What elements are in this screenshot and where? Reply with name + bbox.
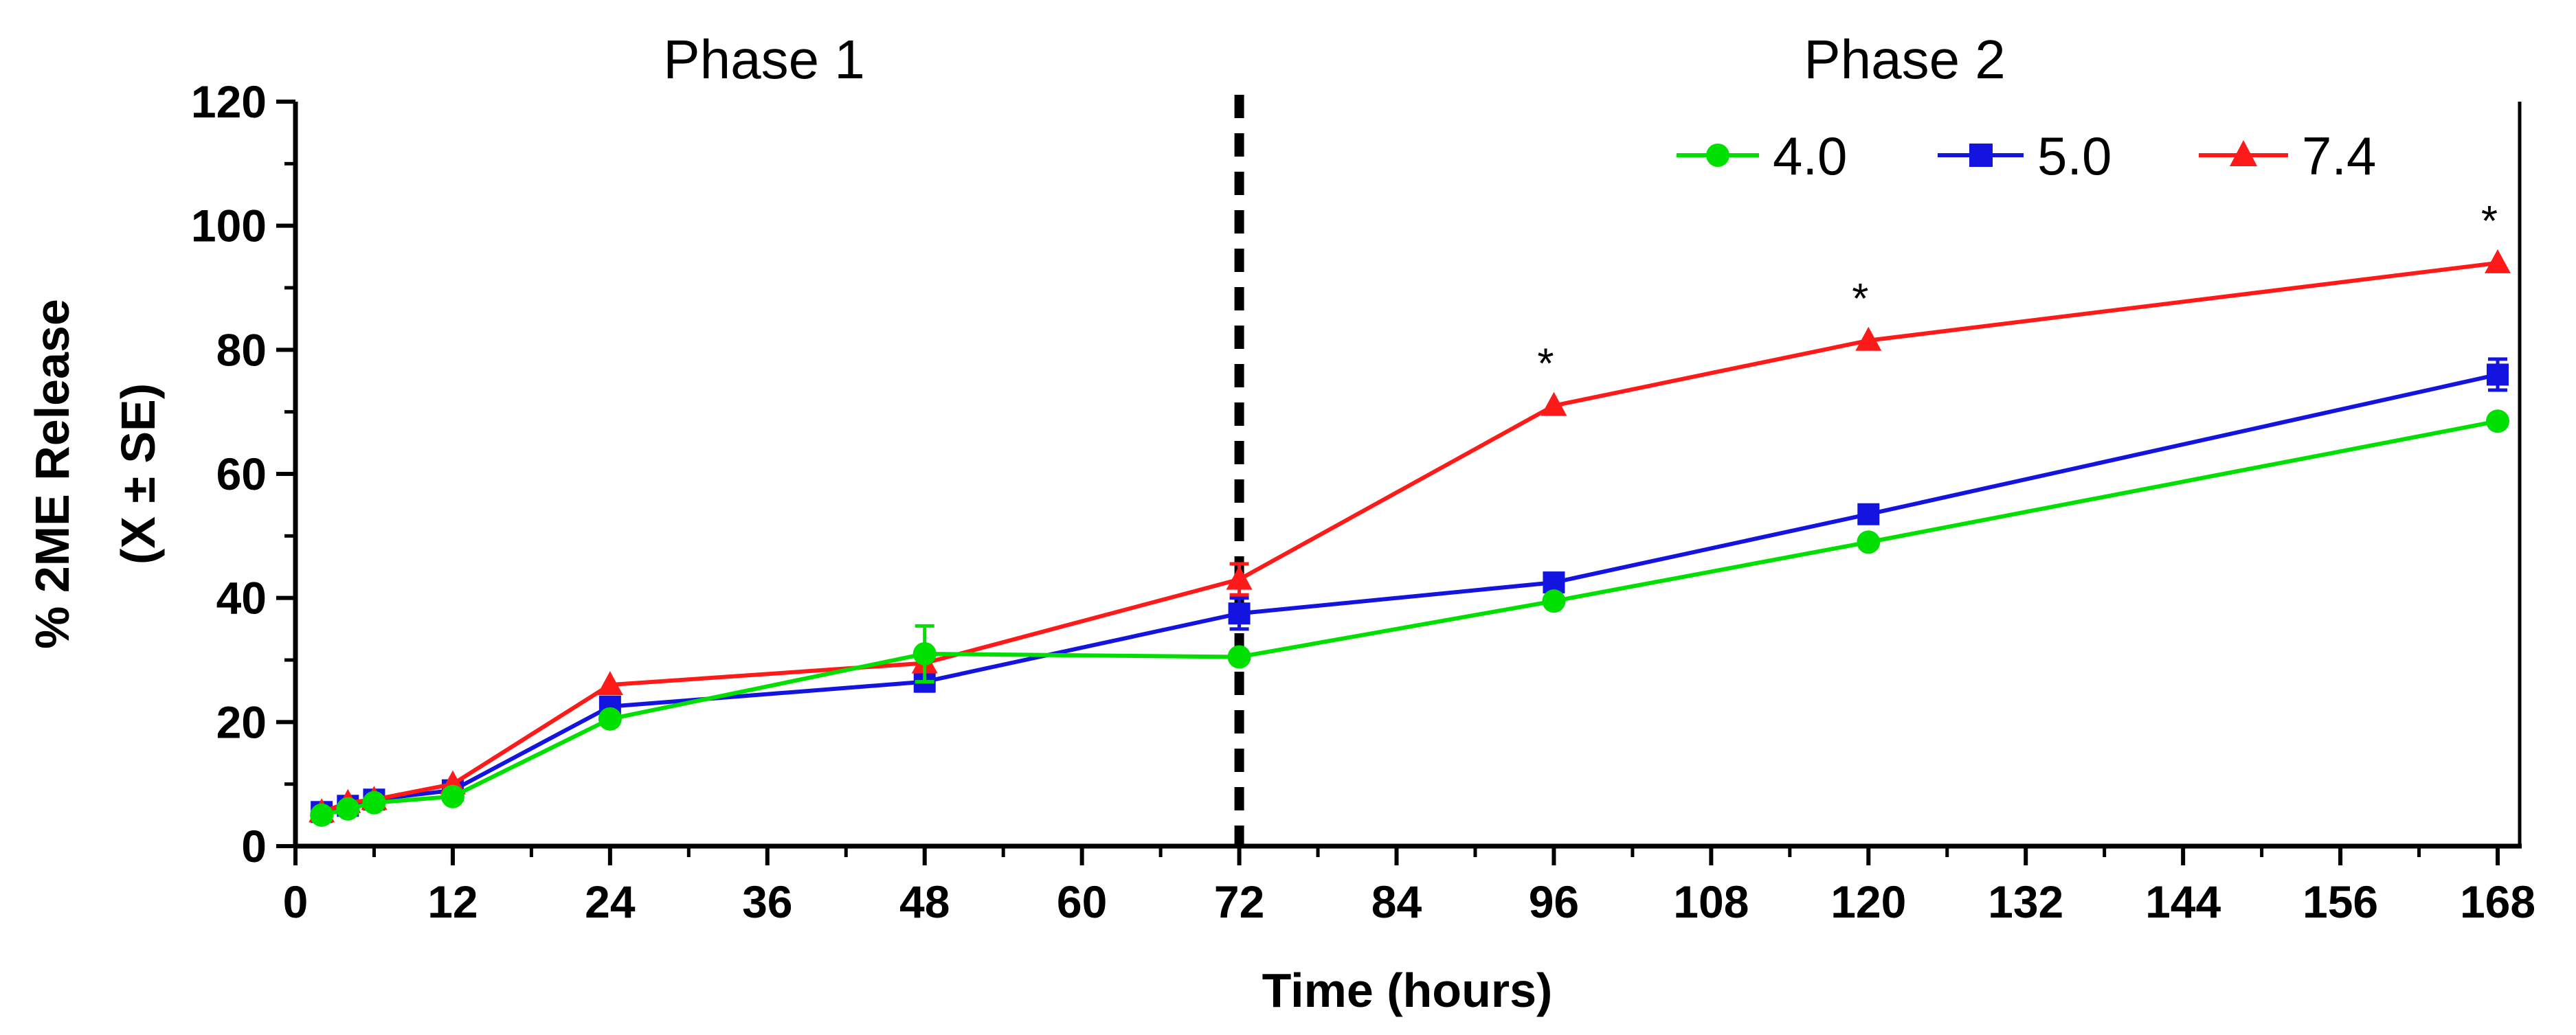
y-tick-label: 60: [216, 448, 267, 499]
legend-item-5-0: 5.0: [1938, 126, 2112, 186]
legend-label-7-4: 7.4: [2302, 126, 2376, 186]
legend-item-4-0: 4.0: [1677, 126, 1847, 186]
series-line: [321, 260, 2498, 815]
x-tick-label: 168: [2460, 876, 2535, 927]
y-axis-title-line-2: (X ± SE): [111, 383, 165, 565]
x-tick-label: 156: [2303, 876, 2378, 927]
data-point: [912, 641, 937, 666]
legend-label-4-0: 4.0: [1773, 126, 1847, 186]
significance-asterisk: *: [2481, 198, 2498, 245]
data-point: [1857, 530, 1881, 554]
x-tick-label: 72: [1214, 876, 1264, 927]
data-point: [2486, 409, 2509, 433]
phase-2-label: Phase 2: [1804, 29, 2006, 90]
data-point: [1228, 602, 1251, 625]
x-tick-label: 84: [1371, 876, 1422, 927]
data-point: [1855, 326, 1882, 351]
data-point: [1857, 503, 1880, 525]
significance-asterisk: *: [1537, 341, 1554, 388]
legend-item-7-4: 7.4: [2199, 126, 2376, 186]
y-axis-title: % 2ME Release (X ± SE): [25, 299, 165, 649]
legend-marker-7-4: [2230, 140, 2257, 166]
data-point: [1542, 589, 1566, 613]
x-tick-label: 120: [1830, 876, 1906, 927]
x-tick-label: 36: [742, 876, 792, 927]
x-tick-label: 60: [1057, 876, 1107, 927]
x-tick-label: 132: [1988, 876, 2063, 927]
legend: 4.0 5.0 7.4: [1677, 126, 2376, 186]
data-point: [440, 784, 464, 808]
data-point: [1227, 645, 1251, 669]
y-tick-label: 100: [191, 201, 267, 251]
y-tick-label: 0: [241, 821, 267, 872]
phase-1-label: Phase 1: [663, 29, 865, 90]
significance-asterisk: *: [1852, 275, 1868, 323]
legend-marker-5-0: [1969, 144, 1993, 167]
data-point: [310, 803, 334, 827]
data-point: [2487, 363, 2509, 386]
x-tick-label: 24: [585, 876, 636, 927]
series-line: [321, 419, 2498, 817]
annotation-layer: * * *: [1537, 198, 2498, 388]
x-tick-label: 12: [427, 876, 478, 927]
legend-label-5-0: 5.0: [2037, 126, 2112, 186]
data-point: [362, 791, 386, 815]
y-tick-label: 120: [191, 76, 267, 127]
data-point: [598, 707, 622, 731]
x-tick-label: 0: [283, 876, 309, 927]
data-point: [1541, 391, 1567, 416]
x-tick-label: 48: [899, 876, 950, 927]
series-layer: [309, 249, 2511, 827]
y-axis-title-line-1: % 2ME Release: [25, 299, 79, 649]
x-tick-label: 108: [1673, 876, 1749, 927]
y-tick-label: 20: [216, 696, 267, 747]
data-point: [596, 671, 623, 696]
data-point: [2485, 249, 2511, 273]
data-point: [1226, 565, 1253, 590]
data-point: [336, 797, 360, 821]
series-4-0: [310, 409, 2509, 827]
y-tick-label: 80: [216, 324, 267, 375]
x-tick-label: 144: [2145, 876, 2221, 927]
x-tick-label: 96: [1529, 876, 1579, 927]
x-axis-ticks: 0 12 24 36 48 60 72 84 96 108 120 132 144 156 168: [283, 846, 2535, 927]
legend-marker-4-0: [1706, 144, 1729, 167]
y-tick-label: 40: [216, 573, 267, 624]
x-axis-title: Time (hours): [1262, 964, 1553, 1017]
